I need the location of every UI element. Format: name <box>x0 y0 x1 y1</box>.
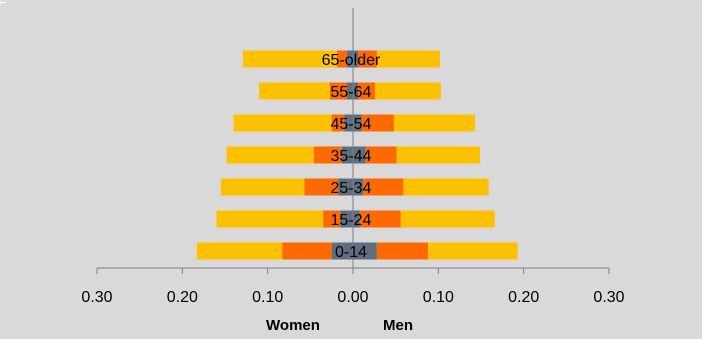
bar-men-45-54-series-1 <box>353 114 362 132</box>
bar-women-25-34-series-1 <box>338 178 353 196</box>
bar-women-0-14-series-2 <box>282 242 332 260</box>
bar-women-65-older-series-1 <box>347 50 353 68</box>
bar-women-45-54-series-1 <box>344 114 353 132</box>
bar-men-25-34-series-1 <box>353 178 364 196</box>
bar-women-65-older-series-3 <box>242 50 337 68</box>
bar-women-45-54-series-2 <box>331 114 345 132</box>
category-label-45-54: 45-54 <box>331 116 372 133</box>
x-tick-label: 0.30 <box>593 289 624 306</box>
bar-men-45-54-series-3 <box>393 114 476 132</box>
bar-women-35-44-series-1 <box>341 146 353 164</box>
x-tick-label: 0.10 <box>252 289 283 306</box>
bar-men-0-14-series-1 <box>353 242 377 260</box>
bar-men-55-64-series-1 <box>353 82 359 100</box>
x-ticks-group: 0.30 0.20 0.10 0.00 0.10 0.20 0.30 <box>81 268 625 306</box>
bar-men-65-older-series-3 <box>376 50 441 68</box>
bar-men-55-64-series-3 <box>375 82 441 100</box>
bar-men-25-34-series-3 <box>403 178 489 196</box>
x-axis <box>97 8 609 269</box>
category-label-55-64: 55-64 <box>331 84 372 101</box>
women-axis-label: Women <box>266 317 320 334</box>
bar-women-55-64-series-1 <box>347 82 353 100</box>
bar-men-65-older-series-1 <box>353 50 359 68</box>
category-label-0-14: 0-14 <box>335 244 367 261</box>
bar-men-0-14-series-2 <box>376 242 429 260</box>
category-label-15-24: 15-24 <box>331 212 372 229</box>
bar-men-55-64-series-2 <box>358 82 376 100</box>
bar-women-15-24-series-1 <box>340 210 353 228</box>
bar-men-65-older-series-2 <box>358 50 377 68</box>
x-tick-label: 0.20 <box>508 289 539 306</box>
bar-women-65-older-series-2 <box>336 50 348 68</box>
bar-women-0-14-series-3 <box>196 242 283 260</box>
bar-women-35-44-series-3 <box>226 146 314 164</box>
bar-men-15-24-series-1 <box>353 210 360 228</box>
bar-men-0-14-series-3 <box>428 242 518 260</box>
men-axis-label: Men <box>383 317 413 334</box>
bar-women-15-24-series-3 <box>216 210 324 228</box>
bar-women-45-54-series-3 <box>233 114 332 132</box>
bar-men-15-24-series-3 <box>400 210 495 228</box>
bar-men-45-54-series-2 <box>361 114 394 132</box>
category-label-35-44: 35-44 <box>331 148 372 165</box>
x-tick-label: 0.00 <box>337 289 368 306</box>
bar-women-25-34-series-3 <box>220 178 305 196</box>
x-tick-label: 0.10 <box>423 289 454 306</box>
corner-text: F <box>0 0 7 10</box>
bar-women-15-24-series-2 <box>323 210 341 228</box>
bar-women-35-44-series-2 <box>313 146 342 164</box>
category-label-25-34: 25-34 <box>331 180 372 197</box>
bar-women-55-64-series-3 <box>259 82 330 100</box>
bar-men-35-44-series-1 <box>353 146 366 164</box>
bar-women-55-64-series-2 <box>329 82 348 100</box>
category-labels-group: 0-14 15-24 25-34 35-44 45-54 55-64 65-older <box>322 52 381 261</box>
bars-group <box>196 50 518 260</box>
bar-men-25-34-series-2 <box>363 178 404 196</box>
bar-women-0-14-series-1 <box>331 242 353 260</box>
category-label-65-older: 65-older <box>322 52 381 69</box>
bar-men-35-44-series-2 <box>365 146 397 164</box>
bar-men-15-24-series-2 <box>359 210 401 228</box>
x-tick-label: 0.20 <box>167 289 198 306</box>
bar-men-35-44-series-3 <box>396 146 481 164</box>
x-tick-label: 0.30 <box>81 289 112 306</box>
bar-women-25-34-series-2 <box>304 178 339 196</box>
